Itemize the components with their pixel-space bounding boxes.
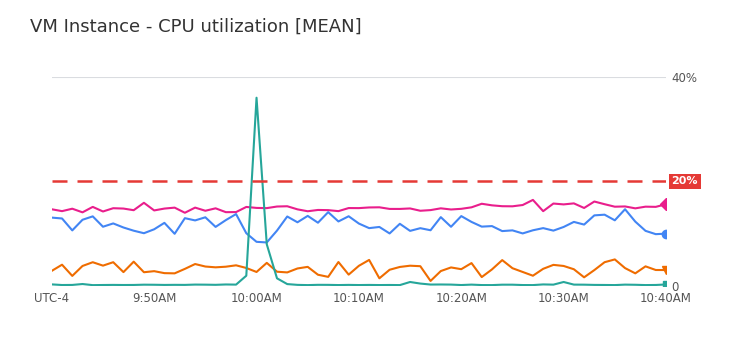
Text: VM Instance - CPU utilization [MEAN]: VM Instance - CPU utilization [MEAN] — [30, 17, 361, 36]
Text: 20%: 20% — [672, 177, 698, 186]
